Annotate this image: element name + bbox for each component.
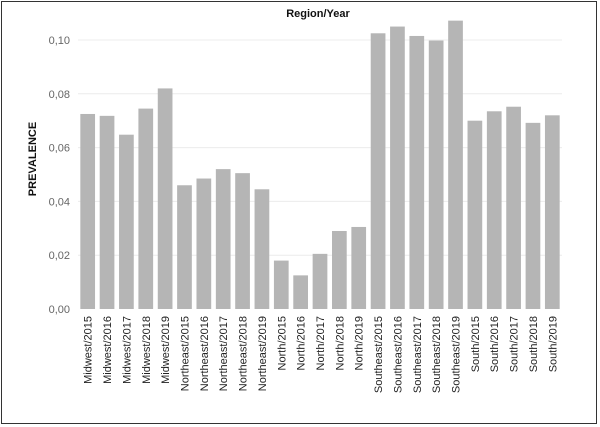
x-tick-label: Midwest/2017 <box>121 316 133 384</box>
bar <box>409 35 425 310</box>
bar <box>215 169 231 309</box>
x-tick-label: Southeast/2015 <box>373 316 385 393</box>
bar <box>486 111 502 309</box>
x-tick-label: Southeast/2017 <box>412 316 424 393</box>
x-tick-label: Southeast/2016 <box>392 316 404 393</box>
bar <box>235 173 250 309</box>
x-tick-labels: Midwest/2015 Midwest/2016 Midwest/2017 Midw… <box>83 316 560 393</box>
x-tick-label: North/2016 <box>296 316 308 370</box>
x-tick-label: South/2019 <box>547 316 559 372</box>
y-axis-label: PREVALENCE <box>27 122 39 196</box>
y-tick-label: 0,08 <box>49 89 70 101</box>
x-tick-label: North/2019 <box>354 316 366 370</box>
x-tick-label: Northeast/2019 <box>257 316 269 391</box>
bar <box>196 178 212 309</box>
x-tick-label: Midwest/2015 <box>83 316 95 384</box>
bars <box>80 20 560 310</box>
bar <box>544 115 560 309</box>
x-tick-label: Midwest/2018 <box>141 316 153 384</box>
y-tick-label: 0,02 <box>49 250 70 262</box>
y-tick-label: 0,04 <box>49 196 70 208</box>
y-tick-label: 0,06 <box>49 143 70 155</box>
bar <box>448 20 463 310</box>
bar <box>80 113 96 309</box>
y-tick-labels: 0,00 0,02 0,04 0,06 0,08 0,10 <box>49 35 70 316</box>
x-tick-label: Southeast/2018 <box>431 316 443 393</box>
bar <box>273 260 289 309</box>
x-tick-label: South/2016 <box>489 316 501 372</box>
bar <box>428 40 444 310</box>
y-tick-label: 0,00 <box>49 304 70 316</box>
x-tick-label: Southeast/2019 <box>451 316 463 393</box>
x-tick-label: South/2017 <box>509 316 521 372</box>
x-tick-label: North/2017 <box>315 316 327 370</box>
bar <box>370 33 386 310</box>
bar <box>177 185 192 309</box>
x-tick-label: Northeast/2016 <box>199 316 211 391</box>
x-tick-label: Northeast/2017 <box>218 316 230 391</box>
x-tick-label: Northeast/2018 <box>238 316 250 391</box>
bar <box>525 122 541 310</box>
x-tick-label: North/2018 <box>334 316 346 370</box>
bar <box>351 226 367 309</box>
bar <box>99 115 115 309</box>
x-tick-label: Midwest/2019 <box>160 316 172 384</box>
x-tick-label: Midwest/2016 <box>102 316 114 384</box>
bar <box>119 134 134 309</box>
bar <box>390 26 405 310</box>
bar <box>138 108 154 309</box>
x-tick-label: South/2015 <box>470 316 482 372</box>
bar <box>293 275 308 309</box>
bar <box>332 230 347 309</box>
x-tick-label: Northeast/2015 <box>179 316 191 391</box>
x-tick-label: South/2018 <box>528 316 540 372</box>
x-tick-label: North/2015 <box>276 316 288 370</box>
bar <box>157 88 173 309</box>
y-tick-label: 0,10 <box>49 35 70 47</box>
bar <box>312 253 328 309</box>
bar <box>467 120 483 309</box>
bar <box>506 106 521 309</box>
chart-title: Region/Year <box>286 8 350 20</box>
bar <box>254 189 270 309</box>
